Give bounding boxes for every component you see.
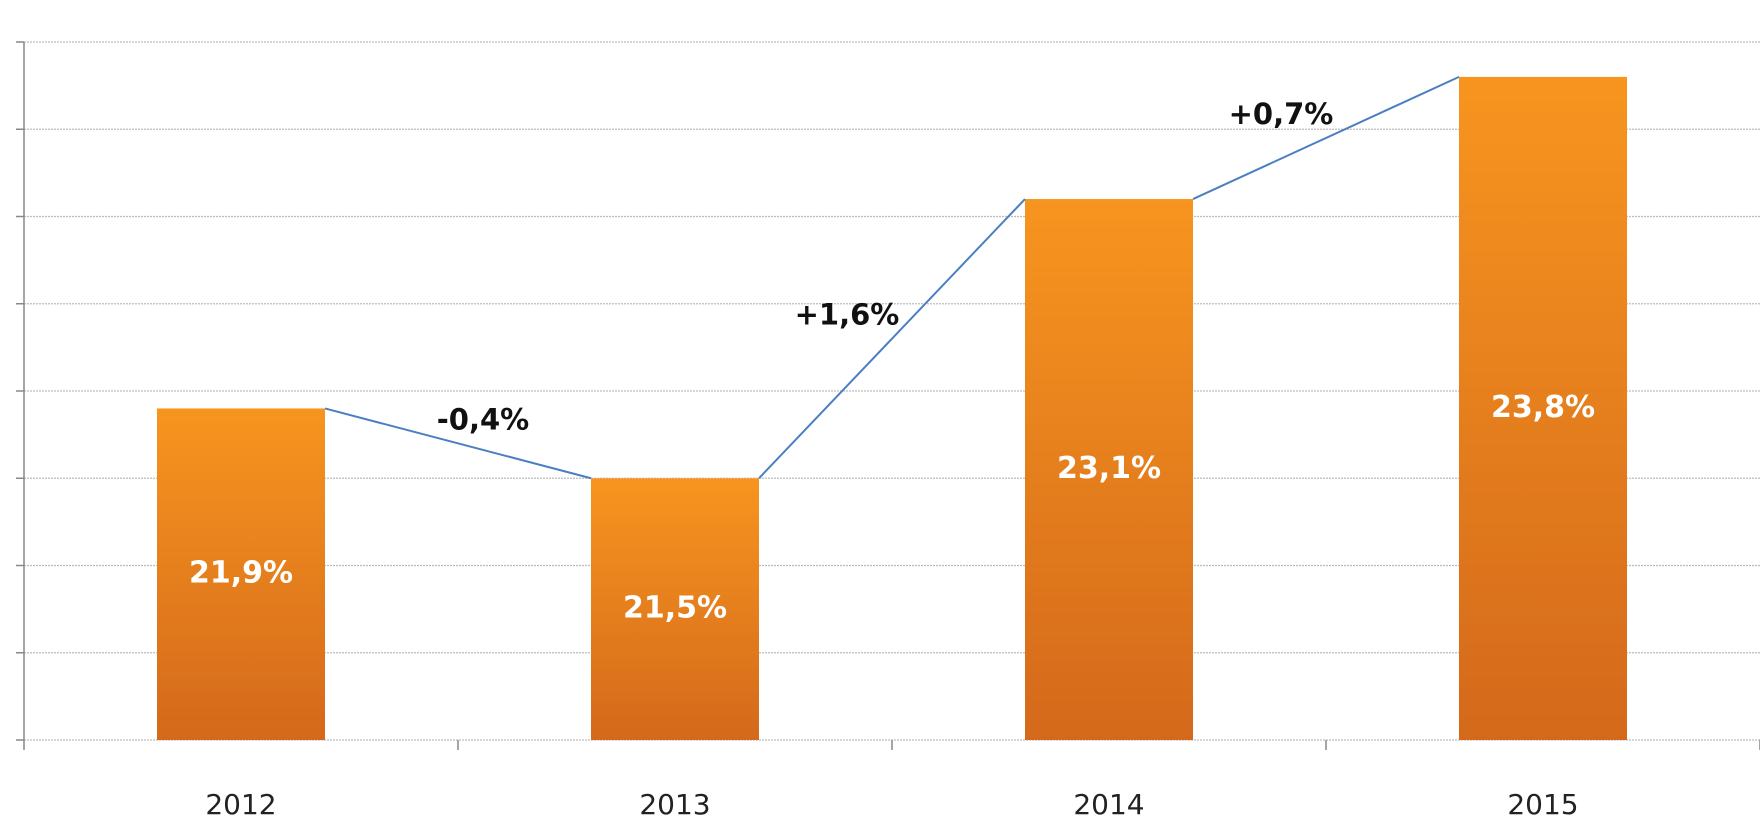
x-tick-label: 2014 — [1073, 788, 1144, 820]
trend-line — [1193, 77, 1459, 199]
value-label: 21,9% — [189, 556, 293, 591]
value-label: 21,5% — [623, 591, 727, 626]
change-annotation: +0,7% — [1229, 97, 1334, 131]
change-annotation: +1,6% — [795, 298, 900, 332]
value-label: 23,1% — [1057, 451, 1161, 486]
x-tick-label: 2015 — [1507, 788, 1578, 820]
value-label: 23,8% — [1491, 390, 1595, 425]
x-tick-label: 2012 — [205, 788, 276, 820]
x-tick-label: 2013 — [639, 788, 710, 820]
change-annotation: -0,4% — [437, 402, 529, 436]
trend-line — [759, 199, 1025, 478]
chart: 2012 2013 2014 2015 -0,4% +1,6% +0,7% 21,9% 21,5… — [0, 0, 1760, 820]
